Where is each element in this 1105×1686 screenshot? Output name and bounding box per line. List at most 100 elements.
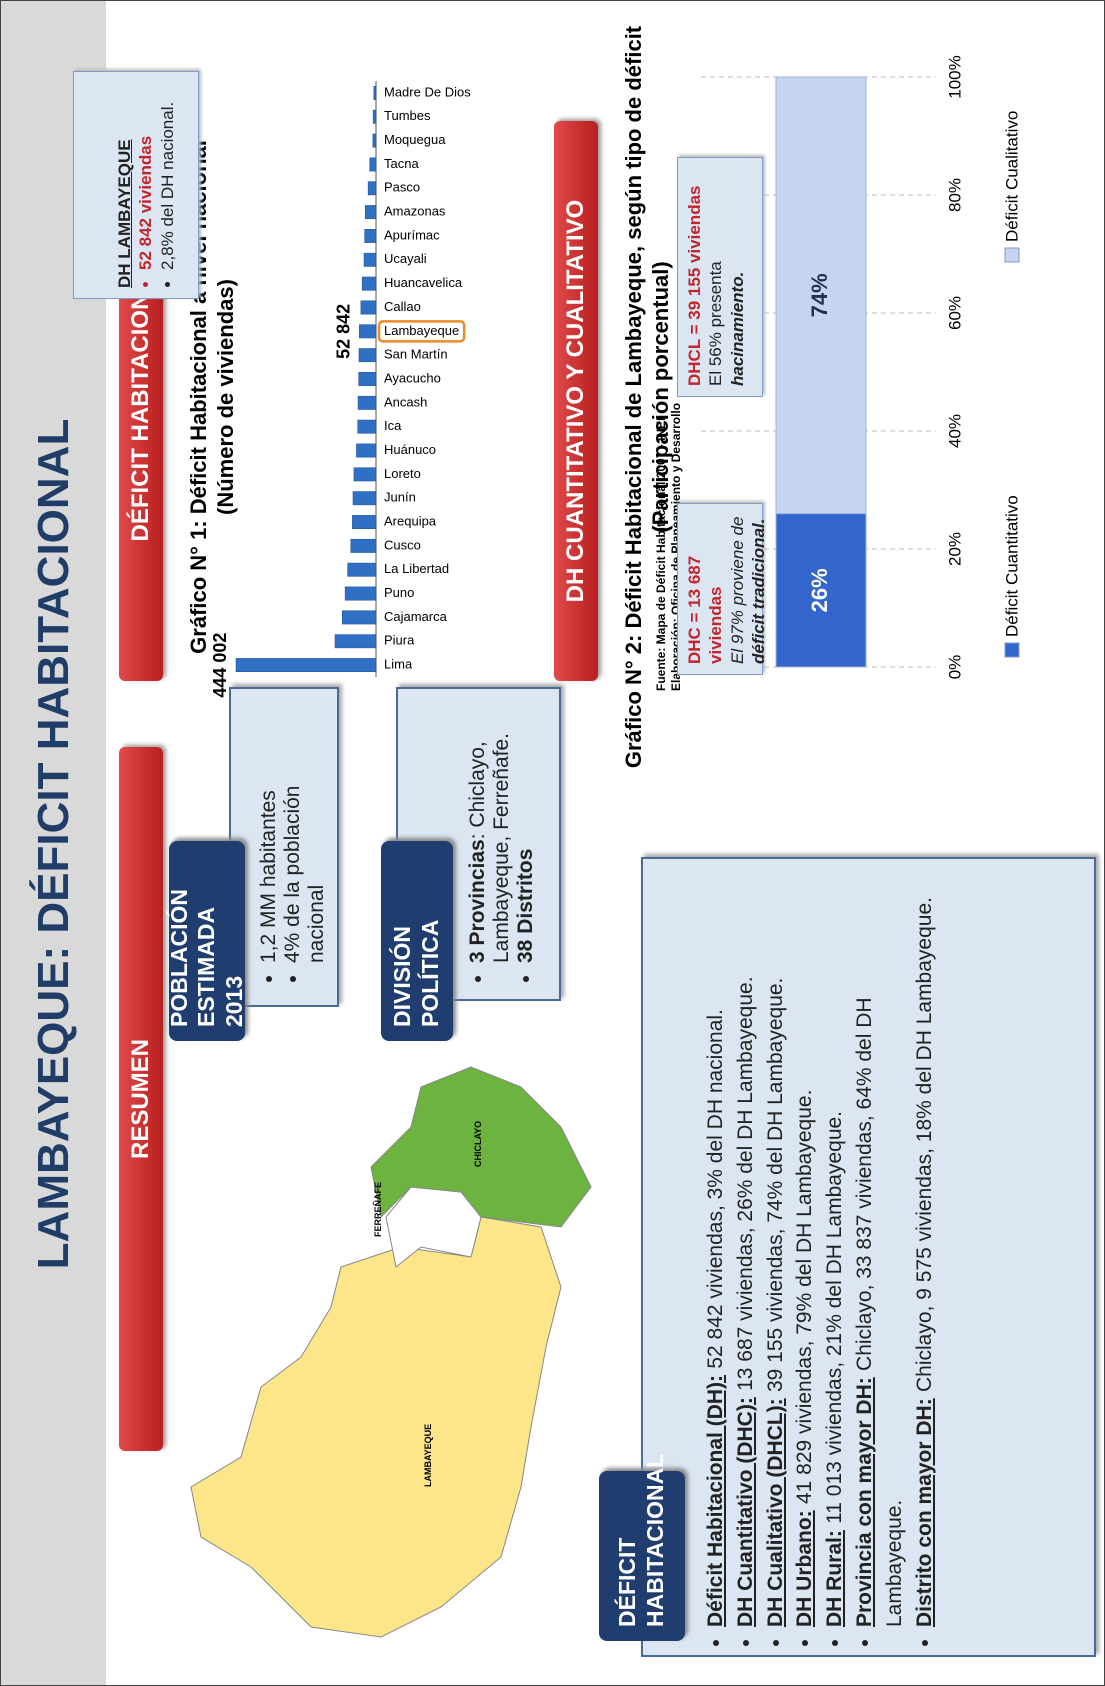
- division-bold: 3 Provincias: [466, 839, 489, 963]
- x-tick-label: Lambayeque: [384, 323, 459, 338]
- bullet-lead: DH Urbano:: [793, 1510, 817, 1627]
- population-title: POBLACIÓN ESTIMADA 2013: [165, 889, 247, 1027]
- annotation-title: DHC = 13 687 viviendas: [685, 555, 726, 664]
- x-tick-label: Lima: [384, 657, 413, 672]
- legend-label: Déficit Cualitativo: [1002, 111, 1021, 242]
- map-label: FERREÑAFE: [373, 1182, 383, 1237]
- bar: [363, 252, 377, 267]
- summary-list: Déficit Habitacional (DH): 52 842 viviend…: [701, 873, 940, 1649]
- x-tick-label: Huánuco: [384, 442, 436, 457]
- division-item: 38 Distritos: [514, 699, 538, 963]
- bullet-lead: DH Cuantitativo (DHC):: [733, 1397, 757, 1627]
- bar: [235, 658, 377, 673]
- bar: [364, 229, 377, 243]
- x-tick-label: 20%: [945, 532, 964, 566]
- bar: [360, 300, 377, 315]
- x-tick-label: Huancavelica: [384, 275, 463, 290]
- summary-bullet: DH Cuantitativo (DHC): 13 687 viviendas, …: [731, 873, 761, 1627]
- bar: [359, 324, 377, 339]
- bar: [353, 467, 377, 482]
- bar: [358, 372, 377, 386]
- bullet-text: Chiclayo, 9 575 viviendas, 18% del DH La…: [912, 897, 936, 1392]
- x-tick-label: Tumbes: [384, 108, 431, 123]
- x-tick-label: Ayacucho: [384, 370, 441, 385]
- x-tick-label: Tacna: [384, 156, 419, 171]
- summary-bullet: Distrito con mayor DH: Chiclayo, 9 575 vi…: [910, 873, 940, 1627]
- map-label: CHICLAYO: [473, 1121, 483, 1167]
- x-tick-label: Amazonas: [384, 204, 446, 219]
- summary-header: DÉFICIT HABITACIONAL: [599, 1454, 685, 1641]
- bullet-lead: Provincia con mayor DH:: [853, 1377, 877, 1627]
- annotation: DHCL = 39 155 viviendas El 56% presenta …: [677, 157, 763, 397]
- x-tick-label: Madre De Dios: [384, 84, 471, 99]
- x-tick-label: Moquegua: [384, 132, 446, 147]
- summary-bullet: DH Cualitativo (DHCL): 39 155 viviendas, …: [761, 873, 791, 1627]
- page-title: LAMBAYEQUE: DÉFICIT HABITACIONAL: [28, 418, 78, 1270]
- summary-bullet: Provincia con mayor DH:Chiclayo, 33 837 …: [850, 873, 910, 1627]
- bar: [357, 419, 377, 434]
- map-lambayeque: [190, 1216, 562, 1638]
- x-tick-label: Ancash: [384, 394, 427, 409]
- population-header: POBLACIÓN ESTIMADA 2013: [166, 841, 247, 1041]
- value-label: 52 842: [333, 304, 353, 359]
- x-tick-label: Callao: [384, 299, 421, 314]
- map-chiclayo: [370, 1066, 592, 1228]
- bar: [347, 562, 377, 577]
- summary-bullet: DH Rural: 11 013 viviendas, 21% del DH La…: [820, 873, 850, 1627]
- source: Fuente: Mapa de Déficit Habitacional 200…: [654, 418, 668, 691]
- legend-swatch: [1004, 642, 1020, 658]
- banner-text: RESUMEN: [127, 1039, 154, 1160]
- bullet-lead: Distrito con mayor DH:: [912, 1398, 936, 1627]
- division-list: 3 Provincias: Chiclayo, Lambayeque, Ferr…: [466, 699, 538, 985]
- bar: [372, 133, 377, 148]
- bar: [361, 276, 377, 291]
- bullet-text: 11 013 viviendas, 21% del DH Lambayeque.: [823, 1110, 847, 1524]
- value-label: 444 002: [210, 633, 230, 698]
- division-bold: 38 Distritos: [514, 848, 538, 963]
- x-tick-label: San Martín: [384, 347, 448, 362]
- x-tick-label: Ica: [384, 418, 402, 433]
- banner-text: DH CUANTITATIVO Y CUALITATIVO: [562, 199, 589, 603]
- banner-text: DÉFICIT HABITACIONAL: [127, 260, 154, 542]
- x-tick-label: Cusco: [384, 537, 421, 552]
- population-item: 4% de la población nacional: [281, 763, 329, 963]
- bar: [334, 634, 377, 649]
- x-tick-label: Cajamarca: [384, 609, 448, 624]
- bullet-text: 13 687 viviendas, 26% del DH Lambayeque.: [733, 976, 757, 1391]
- annotation-emphasis: déficit tradicional.: [748, 518, 768, 664]
- highlight-box: [377, 320, 466, 343]
- bar: [357, 395, 377, 410]
- bullet-lead: Déficit Habitacional (DH):: [704, 1374, 727, 1627]
- bar: [352, 515, 377, 529]
- chart-title: Gráfico N° 2: Déficit Habitacional de La…: [621, 25, 646, 768]
- annotation-title: DH LAMBAYEQUE: [115, 139, 134, 288]
- bar: [356, 443, 377, 458]
- bar: [352, 491, 377, 506]
- x-tick-label: 40%: [945, 414, 964, 448]
- x-tick-label: 100%: [945, 55, 964, 98]
- population-item: 1,2 MM habitantes: [257, 689, 281, 963]
- x-tick-label: Arequipa: [384, 513, 437, 528]
- x-tick-label: 0%: [945, 655, 964, 680]
- population-list: 1,2 MM habitantes 4% de la población nac…: [257, 689, 329, 985]
- annotation-line: 52 842 viviendas: [135, 82, 156, 270]
- value-label: 74%: [807, 273, 832, 317]
- annotation-title: DHCL = 39 155 viviendas: [685, 185, 704, 387]
- bullet-lead: DH Cualitativo (DHCL):: [763, 1398, 787, 1627]
- x-tick-label: La Libertad: [384, 561, 449, 576]
- legend-swatch: [1004, 247, 1020, 263]
- annotation: DHC = 13 687 viviendas El 97% proviene d…: [677, 503, 768, 675]
- summary-box: Déficit Habitacional (DH): 52 842 viviend…: [641, 857, 1096, 1657]
- bullet-text: 52 842 viviendas, 3% del DH nacional.: [704, 1009, 727, 1369]
- chart-subtitle: (Número de viviendas): [213, 279, 238, 515]
- bar: [350, 538, 377, 553]
- bar: [373, 85, 377, 100]
- annotation-line: El 97% proviene de: [727, 516, 747, 664]
- bar: [344, 586, 377, 601]
- x-tick-label: Pasco: [384, 180, 420, 195]
- division-item: 3 Provincias: Chiclayo, Lambayeque, Ferr…: [466, 699, 514, 963]
- value-label: 26%: [807, 568, 832, 612]
